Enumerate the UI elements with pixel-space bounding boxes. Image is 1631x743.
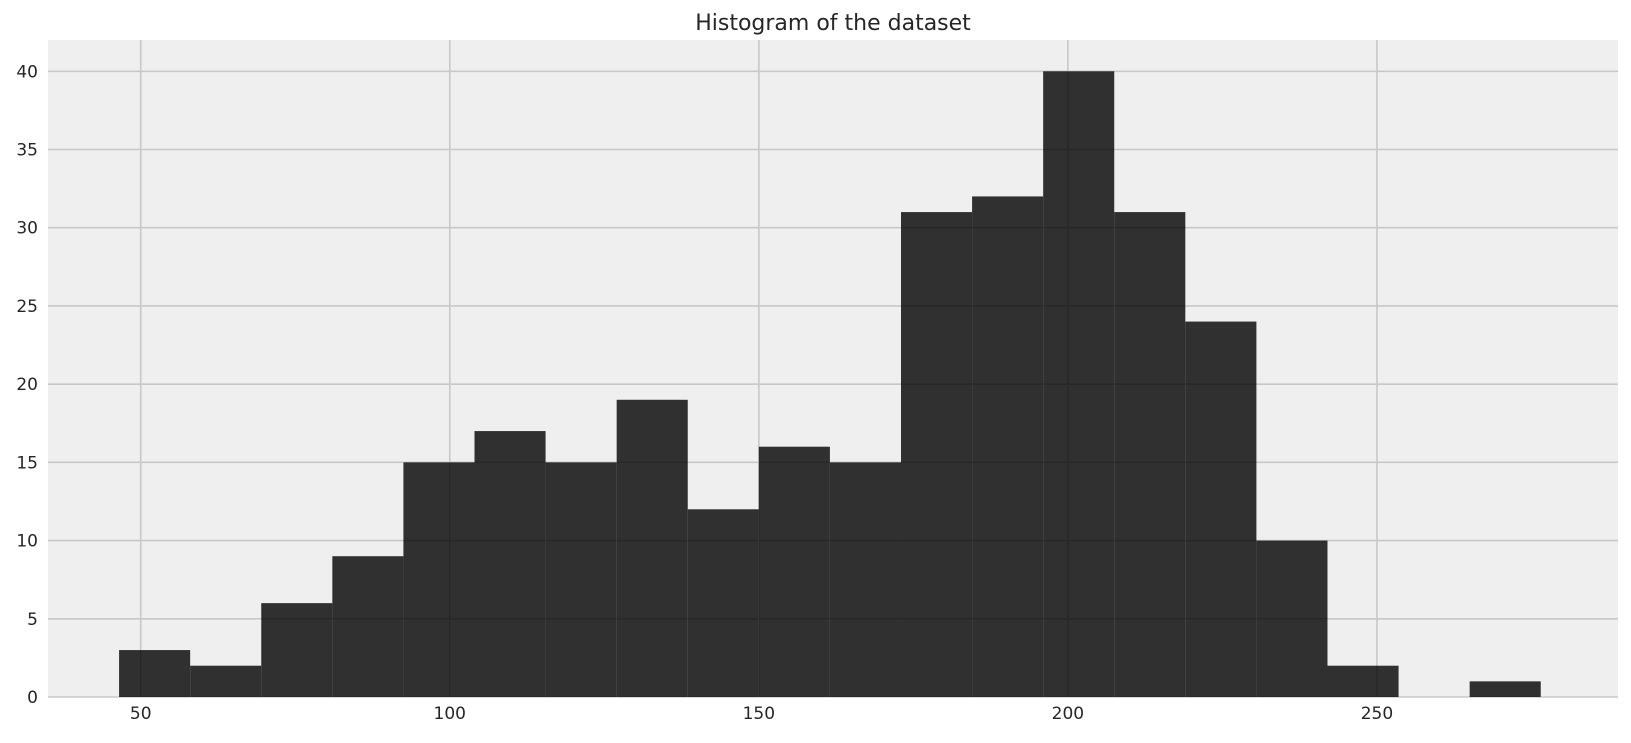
y-tick-label: 10: [16, 532, 38, 552]
histogram-bar: [1043, 71, 1115, 698]
y-axis-tick-labels: 0 5 10 15 20 25 30 35 40: [16, 62, 38, 708]
histogram-bar: [687, 509, 759, 697]
histogram-bar: [1256, 540, 1328, 697]
histogram-bar: [261, 603, 333, 697]
histogram-bar: [972, 196, 1044, 697]
x-axis-tick-labels: 50 100 150 200 250: [130, 704, 1393, 724]
x-tick-label: 50: [130, 704, 152, 724]
histogram-bar: [829, 462, 901, 697]
grid-lines: [48, 40, 1618, 698]
x-tick-label: 100: [434, 704, 466, 724]
histogram-bar: [1469, 681, 1541, 697]
histogram-bar: [616, 399, 688, 697]
histogram-bars: [119, 71, 1541, 698]
y-tick-label: 30: [16, 219, 38, 239]
x-tick-label: 200: [1052, 704, 1084, 724]
histogram-bar: [1327, 665, 1399, 697]
histogram-bar: [1185, 321, 1257, 697]
histogram-bar: [332, 556, 404, 697]
histogram-bar: [1114, 212, 1186, 698]
histogram-bar: [190, 665, 262, 697]
histogram-bar: [119, 650, 191, 697]
y-tick-label: 15: [16, 453, 38, 473]
histogram-bar: [900, 212, 973, 698]
histogram-bar: [758, 446, 830, 697]
y-tick-label: 20: [16, 375, 38, 395]
y-tick-label: 35: [16, 141, 38, 161]
histogram-bar: [474, 431, 546, 697]
y-tick-label: 5: [27, 610, 38, 630]
y-tick-label: 0: [27, 688, 38, 708]
x-tick-label: 150: [743, 704, 775, 724]
x-tick-label: 250: [1361, 704, 1393, 724]
histogram-bar: [403, 462, 475, 697]
y-tick-label: 40: [16, 62, 38, 82]
y-tick-label: 25: [16, 297, 38, 317]
histogram-bar: [545, 462, 617, 697]
chart-title: Histogram of the dataset: [695, 11, 971, 36]
